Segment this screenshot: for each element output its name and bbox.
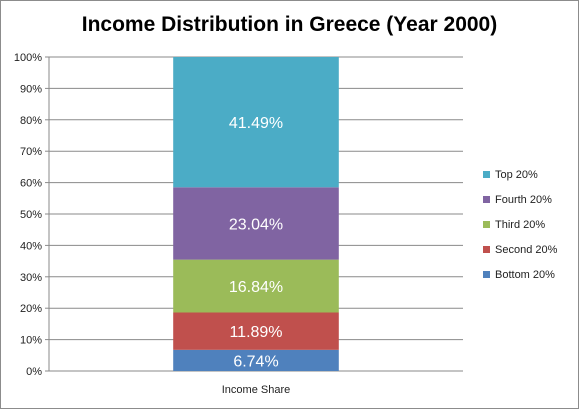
x-category-label: Income Share <box>222 384 290 396</box>
bar-segment <box>173 349 339 371</box>
legend-swatch <box>483 171 490 178</box>
legend-label: Bottom 20% <box>495 269 555 281</box>
legend-item: Fourth 20% <box>483 194 575 206</box>
data-label: 41.49% <box>229 115 283 132</box>
legend-swatch <box>483 246 490 253</box>
bar-segment <box>173 259 339 313</box>
chart-legend: Top 20% Fourth 20% Third 20% Second 20% Bott… <box>483 169 575 294</box>
bar-segment <box>173 312 339 350</box>
data-label: 11.89% <box>229 324 282 341</box>
y-tick-label: 100% <box>14 52 42 64</box>
legend-label: Top 20% <box>495 169 538 181</box>
data-label: 16.84% <box>229 279 283 296</box>
y-tick-label: 60% <box>20 178 42 190</box>
data-label: 6.74% <box>233 353 278 370</box>
y-tick-label: 0% <box>26 366 42 378</box>
legend-item: Top 20% <box>483 169 575 181</box>
bar-segment <box>173 57 339 188</box>
y-tick-label: 70% <box>20 146 42 158</box>
legend-label: Second 20% <box>495 244 558 256</box>
legend-label: Fourth 20% <box>495 194 552 206</box>
data-label: 23.04% <box>229 216 283 233</box>
y-tick-label: 10% <box>20 335 42 347</box>
legend-swatch <box>483 196 490 203</box>
y-tick-label: 50% <box>20 209 42 221</box>
legend-label: Third 20% <box>495 219 546 231</box>
y-tick-label: 30% <box>20 272 42 284</box>
y-tick-label: 20% <box>20 303 42 315</box>
chart-title: Income Distribution in Greece (Year 2000… <box>81 13 498 36</box>
bar-segment <box>173 187 339 260</box>
legend-item: Second 20% <box>483 244 575 256</box>
y-tick-label: 80% <box>20 115 42 127</box>
legend-swatch <box>483 271 490 278</box>
y-tick-label: 40% <box>20 240 42 252</box>
legend-swatch <box>483 221 490 228</box>
y-tick-label: 90% <box>20 83 42 95</box>
legend-item: Bottom 20% <box>483 269 575 281</box>
legend-item: Third 20% <box>483 219 575 231</box>
